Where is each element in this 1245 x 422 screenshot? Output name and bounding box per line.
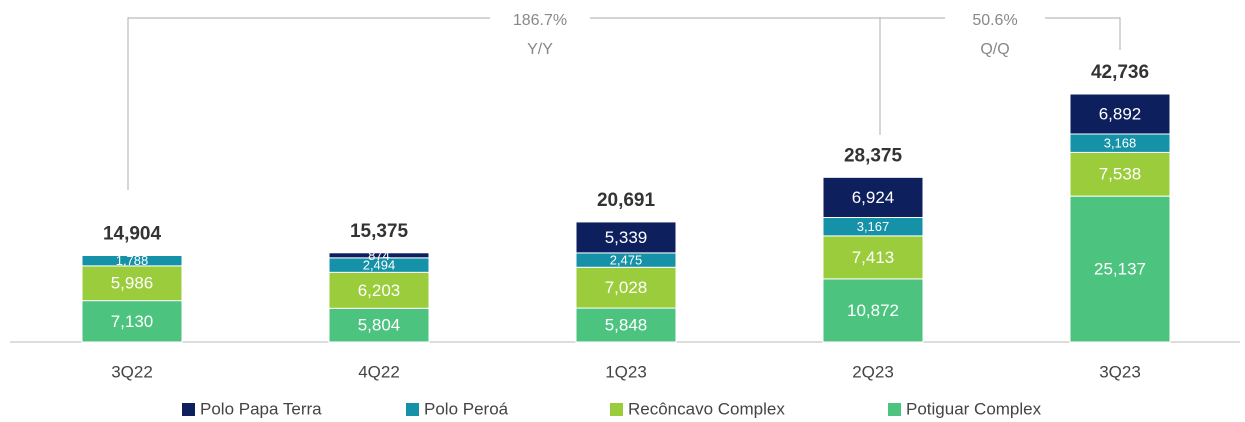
value-label: 3,167: [857, 219, 890, 234]
legend-label: Polo Papa Terra: [200, 399, 322, 418]
yy-bracket: [127, 17, 1121, 190]
value-label: 874: [368, 248, 390, 263]
value-label: 7,413: [852, 248, 895, 267]
value-label: 6,924: [852, 188, 895, 207]
total-label: 15,375: [350, 221, 409, 242]
value-label: 10,872: [847, 301, 899, 320]
value-label: 5,848: [605, 316, 648, 335]
bar-segment: [328, 271, 430, 309]
value-label: 6,203: [358, 281, 401, 300]
total-label: 42,736: [1091, 62, 1149, 83]
bar-segment: [81, 255, 183, 267]
annotation: Y/Y: [527, 41, 553, 58]
value-label: 5,986: [111, 274, 154, 293]
legend-label: Potiguar Complex: [906, 399, 1042, 418]
legend-swatch: [406, 403, 419, 416]
value-label: 7,130: [111, 312, 154, 331]
bar-segment: [1069, 151, 1171, 197]
value-label: 7,538: [1099, 165, 1142, 184]
value-label: 25,137: [1094, 260, 1146, 279]
total-label: 28,375: [844, 145, 903, 166]
value-label: 7,028: [605, 278, 648, 297]
annotation: 50.6%: [972, 12, 1017, 29]
legend-swatch: [610, 403, 623, 416]
x-tick-label: 3Q23: [1099, 362, 1141, 381]
bar-segment: [81, 300, 183, 343]
legend-swatch: [182, 403, 195, 416]
legend-swatch: [888, 403, 901, 416]
annotation: Q/Q: [980, 41, 1009, 58]
value-label: 5,339: [605, 228, 648, 247]
bar-segment: [1069, 195, 1171, 343]
x-tick-label: 3Q22: [111, 362, 153, 381]
value-label: 6,892: [1099, 104, 1142, 123]
value-label: 5,804: [358, 316, 401, 335]
total-label: 20,691: [597, 190, 656, 211]
bar-segment: [575, 221, 677, 254]
value-label: 3,168: [1104, 136, 1137, 151]
value-label: 2,475: [610, 253, 643, 268]
bar-segment: [822, 278, 924, 343]
value-label: 1,788: [116, 253, 149, 268]
bar-segment: [328, 307, 430, 343]
total-label: 14,904: [103, 224, 162, 245]
annotation: 186.7%: [513, 12, 567, 29]
bar-segment: [328, 252, 430, 259]
x-tick-label: 2Q23: [852, 362, 894, 381]
x-tick-label: 4Q22: [358, 362, 400, 381]
bar-segment: [1069, 93, 1171, 135]
bar-segment: [822, 235, 924, 280]
legend-label: Polo Peroá: [424, 399, 509, 418]
x-tick-label: 1Q23: [605, 362, 647, 381]
bar-segment: [575, 307, 677, 343]
bar-segment: [822, 176, 924, 219]
bar-segment: [575, 266, 677, 309]
value-label: 2,494: [363, 258, 396, 273]
legend-label: Recôncavo Complex: [628, 399, 785, 418]
